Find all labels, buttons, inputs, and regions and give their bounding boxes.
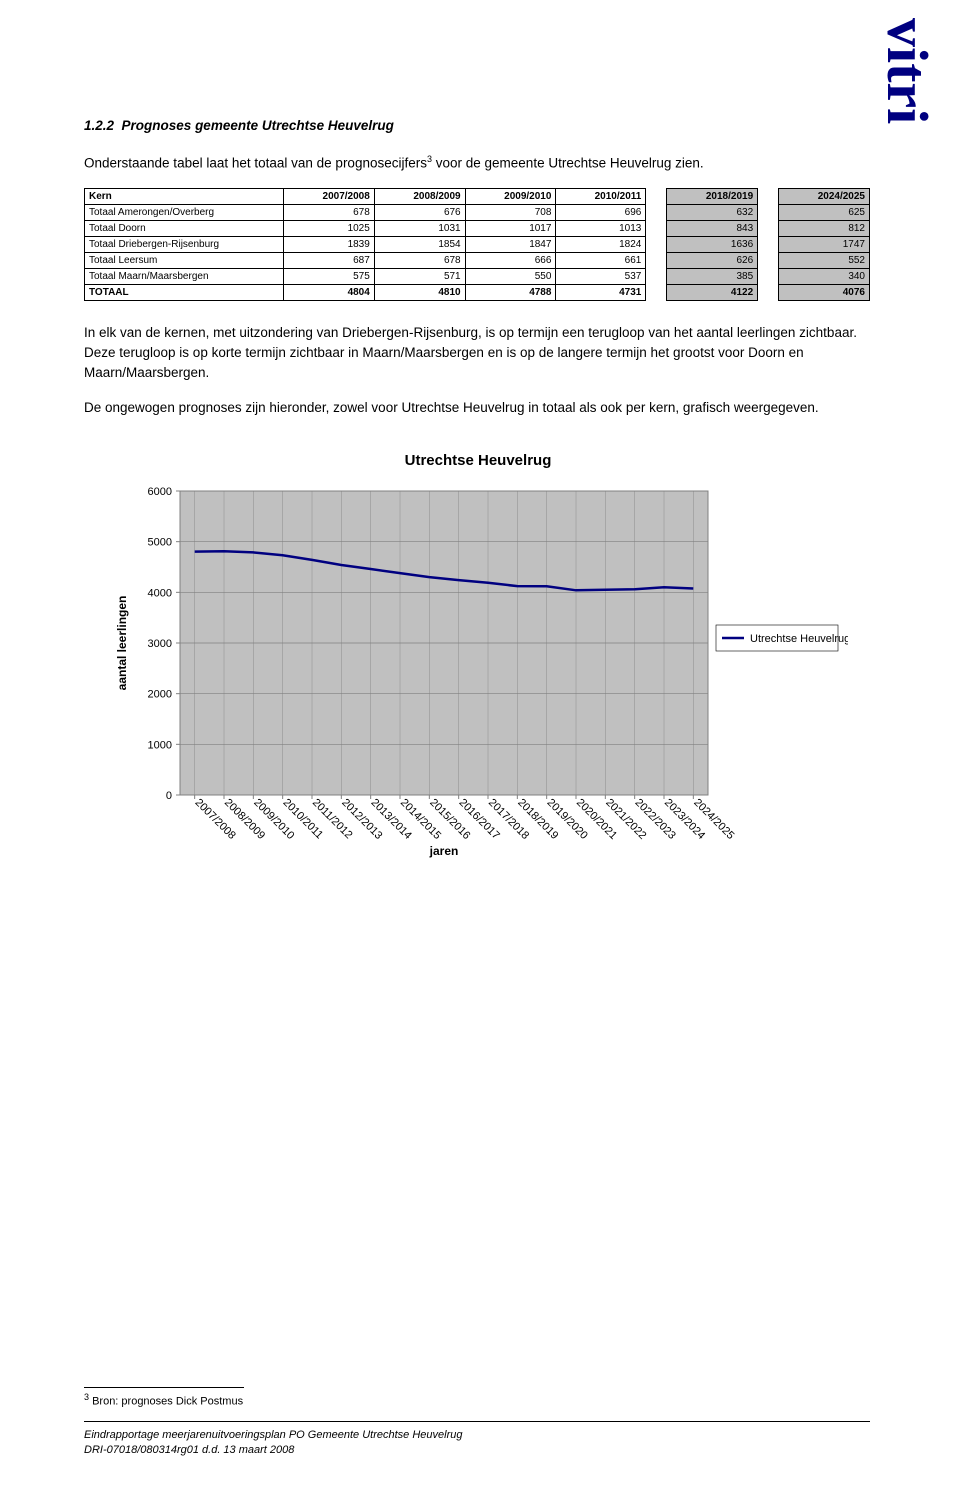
chart-box: 01000200030004000500060002007/20082008/2…	[108, 485, 848, 861]
table-cell: 1013	[556, 220, 646, 236]
document-page: vitri 1.2.2 Prognoses gemeente Utrechtse…	[0, 0, 960, 1504]
body-paragraph-2: De ongewogen prognoses zijn hieronder, z…	[84, 398, 870, 418]
table-row-label: TOTAAL	[85, 284, 284, 300]
table-col-separator	[646, 204, 667, 220]
table-col-separator	[646, 284, 667, 300]
table-header-year: 2007/2008	[284, 188, 375, 204]
table-col-separator	[758, 188, 779, 204]
table-col-separator	[646, 188, 667, 204]
table-row-label: Totaal Doorn	[85, 220, 284, 236]
footnote-text: Bron: prognoses Dick Postmus	[89, 1396, 243, 1408]
table-cell: 632	[667, 204, 758, 220]
table-col-separator	[758, 204, 779, 220]
table-cell: 626	[667, 252, 758, 268]
table-col-separator	[758, 236, 779, 252]
table-cell: 1017	[465, 220, 556, 236]
table-cell: 552	[779, 252, 870, 268]
table-row-label: Totaal Driebergen-Rijsenburg	[85, 236, 284, 252]
svg-text:Utrechtse Heuvelrug: Utrechtse Heuvelrug	[750, 633, 848, 645]
svg-text:aantal leerlingen: aantal leerlingen	[115, 595, 129, 690]
table-cell: 625	[779, 204, 870, 220]
chart-container: Utrechtse Heuvelrug 0 1000 2000 3000 4000 500…	[86, 452, 870, 861]
svg-text:2000: 2000	[148, 688, 172, 700]
table-row-label: Totaal Amerongen/Overberg	[85, 204, 284, 220]
table-col-separator	[758, 284, 779, 300]
table-col-separator	[646, 252, 667, 268]
table-header-year: 2018/2019	[667, 188, 758, 204]
footnote: 3 Bron: prognoses Dick Postmus	[84, 1387, 244, 1408]
table-cell: 4076	[779, 284, 870, 300]
table-cell: 687	[284, 252, 375, 268]
table-header-year: 2024/2025	[779, 188, 870, 204]
svg-text:3000: 3000	[148, 638, 172, 650]
table-col-separator	[758, 220, 779, 236]
section-heading: 1.2.2 Prognoses gemeente Utrechtse Heuve…	[84, 118, 870, 133]
vitri-logo-svg: vitri	[878, 10, 934, 230]
svg-text:6000: 6000	[148, 486, 172, 498]
prognoses-table: Kern2007/20082008/20092009/20102010/2011…	[84, 188, 870, 301]
table-row-label: Totaal Maarn/Maarsbergen	[85, 268, 284, 284]
table-cell: 385	[667, 268, 758, 284]
table-col-separator	[646, 220, 667, 236]
table-cell: 1824	[556, 236, 646, 252]
intro-head: Onderstaande tabel laat het totaal van d…	[84, 156, 427, 171]
table-cell: 1747	[779, 236, 870, 252]
table-cell: 537	[556, 268, 646, 284]
table-col-separator	[646, 268, 667, 284]
table-cell: 4804	[284, 284, 375, 300]
table-header-year: 2010/2011	[556, 188, 646, 204]
table-cell: 676	[374, 204, 465, 220]
table-cell: 571	[374, 268, 465, 284]
table-cell: 1025	[284, 220, 375, 236]
table-col-separator	[758, 268, 779, 284]
table-row-label: Totaal Leersum	[85, 252, 284, 268]
footer-line-2: DRI-07018/080314rg01 d.d. 13 maart 2008	[84, 1443, 870, 1458]
table-cell: 812	[779, 220, 870, 236]
table-cell: 1031	[374, 220, 465, 236]
table-cell: 666	[465, 252, 556, 268]
table-cell: 696	[556, 204, 646, 220]
table-col-separator	[758, 252, 779, 268]
table-cell: 4810	[374, 284, 465, 300]
table-cell: 4122	[667, 284, 758, 300]
table-cell: 1636	[667, 236, 758, 252]
svg-text:1000: 1000	[148, 739, 172, 751]
chart-title: Utrechtse Heuvelrug	[86, 452, 870, 469]
table-cell: 1839	[284, 236, 375, 252]
table-cell: 661	[556, 252, 646, 268]
svg-text:5000: 5000	[148, 536, 172, 548]
section-title: Prognoses gemeente Utrechtse Heuvelrug	[122, 118, 394, 133]
page-content: 1.2.2 Prognoses gemeente Utrechtse Heuve…	[0, 0, 960, 861]
table-cell: 708	[465, 204, 556, 220]
table-header-year: 2009/2010	[465, 188, 556, 204]
table-cell: 575	[284, 268, 375, 284]
table-cell: 1847	[465, 236, 556, 252]
table-col-separator	[646, 236, 667, 252]
table-cell: 550	[465, 268, 556, 284]
svg-text:0: 0	[166, 790, 172, 802]
table-header-year: 2008/2009	[374, 188, 465, 204]
table-cell: 1854	[374, 236, 465, 252]
intro-paragraph: Onderstaande tabel laat het totaal van d…	[84, 153, 870, 174]
table-cell: 340	[779, 268, 870, 284]
svg-text:jaren: jaren	[429, 844, 459, 858]
logo-text: vitri	[878, 18, 934, 124]
footer-line-1: Eindrapportage meerjarenuitvoeringsplan …	[84, 1428, 870, 1443]
section-number: 1.2.2	[84, 118, 114, 133]
page-footer: Eindrapportage meerjarenuitvoeringsplan …	[84, 1421, 870, 1458]
table-cell: 4731	[556, 284, 646, 300]
body-paragraph-1: In elk van de kernen, met uitzondering v…	[84, 323, 870, 384]
intro-tail: voor de gemeente Utrechtse Heuvelrug zie…	[432, 156, 704, 171]
table-cell: 678	[374, 252, 465, 268]
table-cell: 4788	[465, 284, 556, 300]
table-header-label: Kern	[85, 188, 284, 204]
svg-text:4000: 4000	[148, 587, 172, 599]
table-cell: 843	[667, 220, 758, 236]
footnote-rule	[84, 1387, 244, 1388]
chart-svg: 01000200030004000500060002007/20082008/2…	[108, 485, 848, 861]
brand-logo: vitri	[878, 10, 934, 230]
table-cell: 678	[284, 204, 375, 220]
